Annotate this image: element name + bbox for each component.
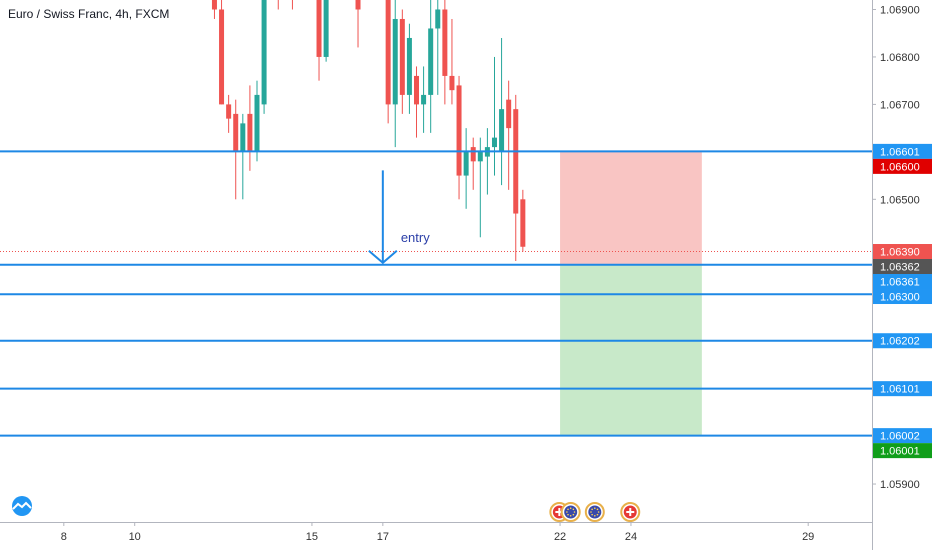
chart-title: Euro / Swiss Franc, 4h, FXCM: [8, 7, 170, 21]
time-tick-label: 22: [554, 531, 566, 543]
eu-star-icon: [573, 511, 576, 513]
price-label-text: 1.06361: [880, 277, 920, 289]
candle-body: [520, 199, 526, 247]
candle-body: [392, 18, 398, 105]
candle-body: [435, 9, 441, 29]
take-profit-zone[interactable]: [560, 264, 702, 436]
eu-star-icon: [569, 507, 572, 510]
entry-arrow-head[interactable]: [368, 250, 398, 265]
eu-star-icon: [597, 511, 600, 513]
candle-body: [226, 104, 232, 119]
stop-loss-zone[interactable]: [560, 151, 702, 265]
time-tick-label: 24: [625, 531, 637, 543]
candle-body: [463, 151, 469, 176]
candle-body: [470, 147, 476, 162]
candle-body: [219, 9, 225, 105]
price-label-badge[interactable]: [873, 158, 932, 174]
candle-body: [316, 0, 322, 57]
eu-star-icon: [596, 508, 599, 511]
price-label-badge[interactable]: [873, 333, 932, 349]
time-tick-label: 17: [377, 531, 389, 543]
price-label-text: 1.06300: [880, 292, 920, 304]
candle-body: [442, 9, 448, 76]
price-label-text: 1.06600: [880, 161, 920, 173]
price-label-text: 1.06362: [880, 262, 920, 274]
eu-star-icon: [572, 513, 575, 516]
price-label-badge[interactable]: [873, 289, 932, 305]
swiss-cross-icon: [626, 511, 635, 513]
time-tick-label: 29: [802, 531, 814, 543]
candle-body: [211, 0, 217, 10]
candle-body: [513, 109, 519, 214]
price-label-badge[interactable]: [873, 381, 932, 397]
price-label-text: 1.06001: [880, 446, 920, 458]
price-label-text: 1.06601: [880, 146, 920, 158]
candle-body: [491, 137, 497, 148]
eu-star-icon: [572, 508, 575, 511]
price-label-badge[interactable]: [873, 428, 932, 444]
candle-body: [323, 0, 329, 57]
eu-star-icon: [569, 515, 572, 517]
eu-star-icon: [594, 507, 596, 510]
price-tick-label: 1.05900: [880, 479, 920, 491]
candle-body: [399, 18, 405, 95]
candle-body: [233, 113, 239, 152]
time-axis-background: [0, 522, 872, 550]
candle-body: [406, 37, 412, 95]
eu-star-icon: [596, 513, 599, 516]
swiss-cross-icon: [555, 511, 564, 513]
candle-body: [254, 94, 260, 152]
eu-star-icon: [591, 513, 593, 516]
candle-body: [421, 94, 427, 105]
price-tick-label: 1.06500: [880, 194, 920, 206]
candle-body: [506, 99, 512, 129]
eu-star-icon: [566, 511, 568, 513]
eu-star-icon: [591, 508, 593, 511]
candle-body: [449, 75, 455, 91]
candle-body: [355, 0, 361, 10]
eu-star-icon: [594, 515, 596, 517]
candle-body: [414, 75, 420, 105]
price-label-badge[interactable]: [873, 259, 932, 275]
candle-body: [499, 109, 505, 152]
price-label-text: 1.06390: [880, 247, 920, 259]
candle-body: [456, 85, 462, 176]
price-label-badge[interactable]: [873, 443, 932, 459]
time-tick-label: 8: [61, 531, 67, 543]
price-label-badge[interactable]: [873, 274, 932, 290]
price-label-text: 1.06202: [880, 336, 920, 348]
candle-body: [428, 28, 434, 95]
candle-body: [385, 0, 391, 105]
price-label-text: 1.06101: [880, 384, 920, 396]
price-tick-label: 1.06700: [880, 99, 920, 111]
tradingview-logo-icon[interactable]: [8, 496, 36, 516]
candle-body: [261, 0, 267, 105]
price-label-text: 1.06002: [880, 431, 920, 443]
entry-label: entry: [401, 230, 430, 245]
candle-body: [477, 151, 483, 162]
candle-body: [240, 123, 246, 152]
candle-body: [247, 113, 253, 152]
time-tick-label: 10: [129, 531, 141, 543]
eu-star-icon: [567, 508, 569, 511]
price-label-badge[interactable]: [873, 244, 932, 260]
eu-star-icon: [590, 511, 592, 513]
price-tick-label: 1.06800: [880, 52, 920, 64]
price-label-badge[interactable]: [873, 143, 932, 159]
price-tick-label: 1.06900: [880, 4, 920, 16]
eu-star-icon: [567, 513, 569, 516]
time-tick-label: 15: [306, 531, 318, 543]
